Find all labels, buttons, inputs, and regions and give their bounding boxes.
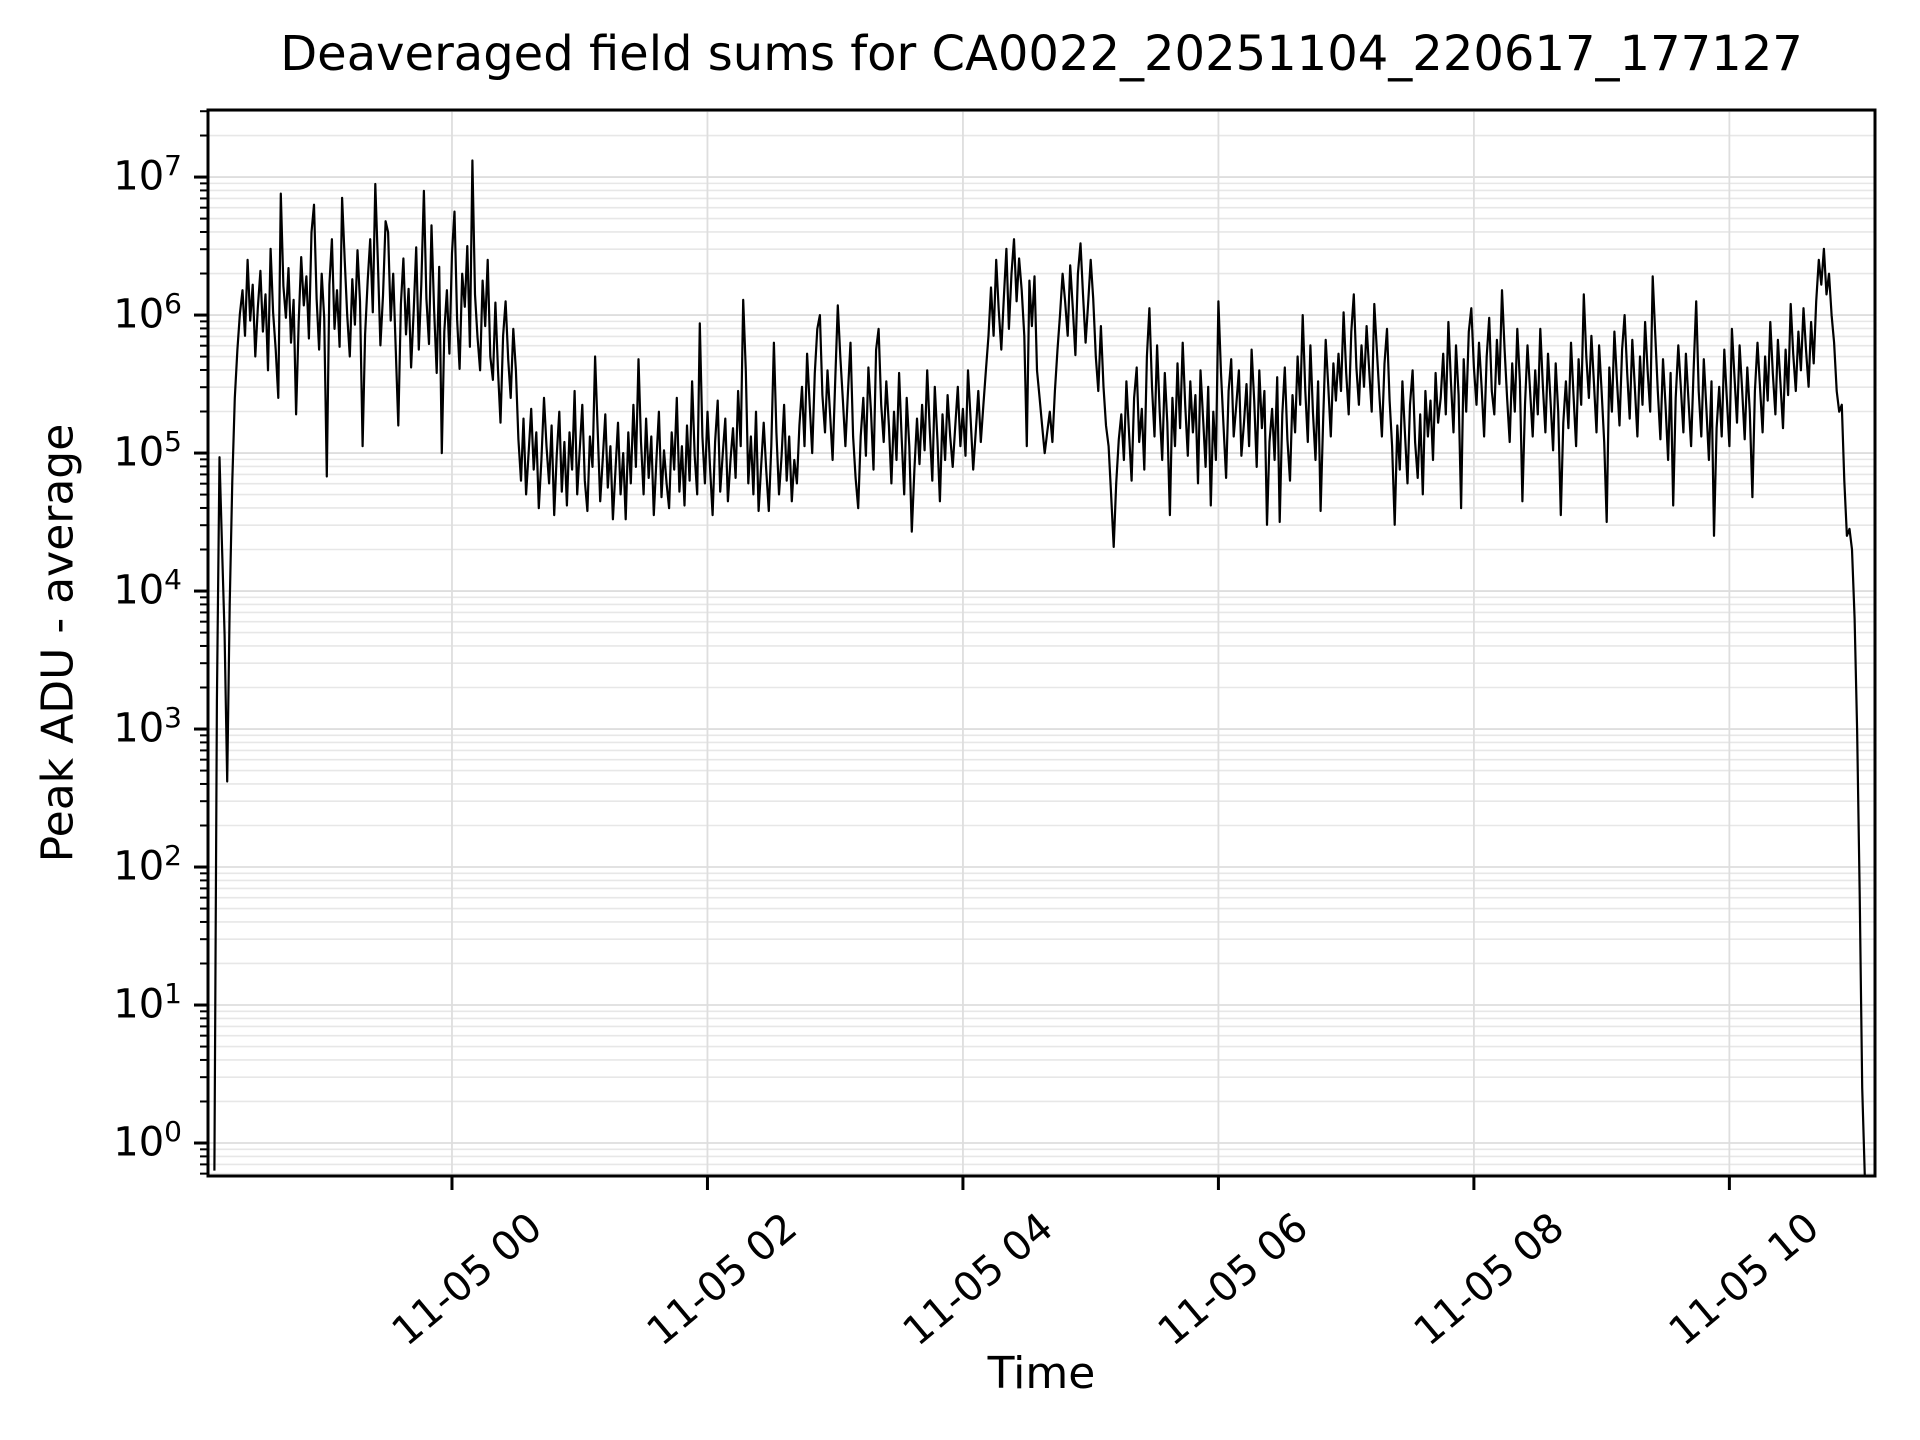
y-tick-label-1e2: 102 xyxy=(113,839,182,890)
x-axis-label: Time xyxy=(987,1348,1096,1399)
y-tick-label-1e3: 103 xyxy=(113,701,182,752)
y-tick-label-1e4: 104 xyxy=(113,563,182,614)
y-tick-label-1e1: 101 xyxy=(113,977,182,1028)
y-tick-label-1e7: 107 xyxy=(113,149,182,200)
y-tick-label-1e6: 106 xyxy=(113,287,182,338)
y-tick-label-1e5: 105 xyxy=(113,425,182,476)
y-axis-label: Peak ADU - average xyxy=(32,423,84,863)
data-line xyxy=(213,159,1866,1176)
chart-title: Deaveraged field sums for CA0022_2025110… xyxy=(280,26,1803,82)
y-tick-label-1e0: 100 xyxy=(113,1115,182,1166)
plot-frame xyxy=(206,108,1877,1178)
